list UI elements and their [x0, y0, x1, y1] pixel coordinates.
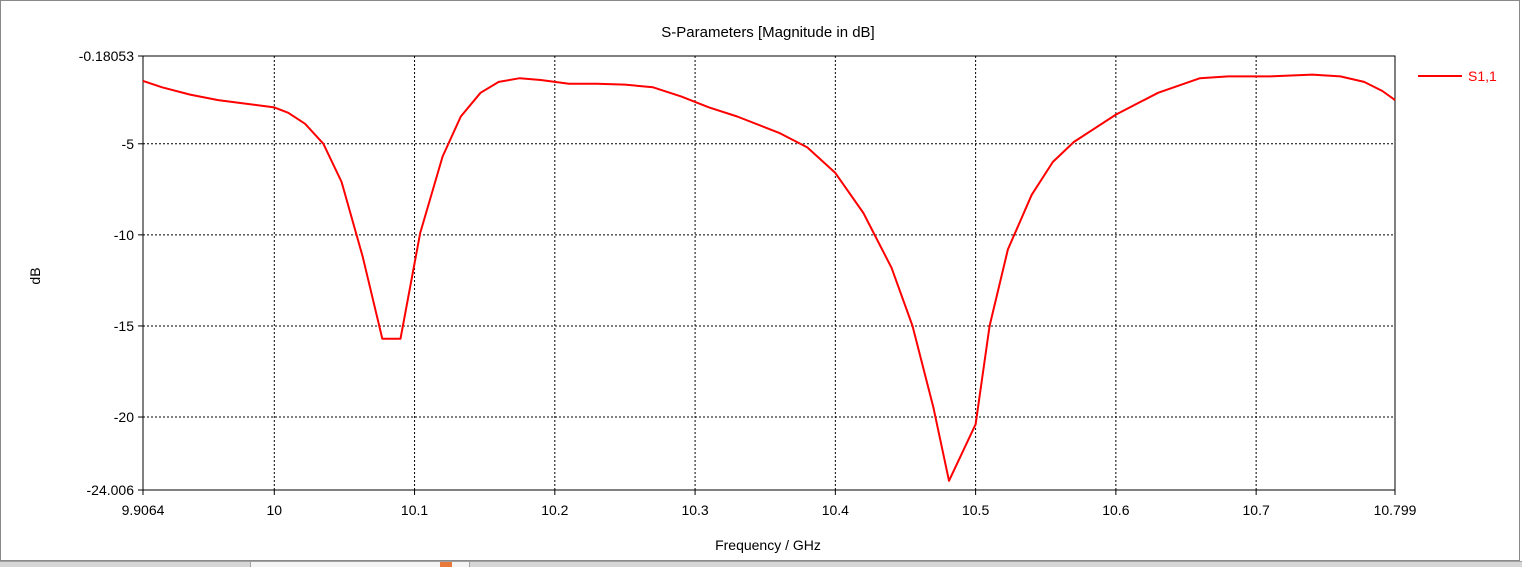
x-tick-label: 9.9064: [122, 502, 165, 518]
x-tick-label: 10: [266, 502, 282, 518]
legend: S1,1: [1418, 68, 1497, 84]
legend-label: S1,1: [1468, 68, 1497, 84]
x-tick-label: 10.3: [681, 502, 708, 518]
y-tick-label: -5: [122, 136, 135, 152]
series-lines: [142, 73, 1396, 482]
y-axis-label: dB: [27, 267, 43, 284]
axes: [138, 55, 1396, 495]
tab-icon: [440, 562, 452, 567]
x-tick-label: 10.2: [541, 502, 568, 518]
tick-labels: 9.9064 10 10.1 10.2 10.3 10.4 10.5 10.6 10.7 10.7…: [79, 48, 1417, 518]
x-tick-label: 10.4: [822, 502, 849, 518]
chart-title: S-Parameters [Magnitude in dB]: [661, 24, 874, 41]
y-tick-label: -15: [114, 318, 134, 334]
x-tick-label: 10.5: [962, 502, 989, 518]
bottom-tab-strip: [0, 561, 1522, 567]
x-axis-label: Frequency / GHz: [715, 537, 821, 553]
series-line-s11: [142, 73, 1396, 482]
y-tick-label: -24.006: [87, 482, 135, 498]
x-tick-label: 10.799: [1374, 502, 1417, 518]
grid-lines: [143, 56, 1395, 490]
window-tab[interactable]: [250, 562, 470, 567]
y-tick-label: -20: [114, 409, 134, 425]
y-tick-label: -0.18053: [79, 48, 134, 64]
y-tick-label: -10: [114, 227, 134, 243]
x-tick-label: 10.6: [1102, 502, 1129, 518]
plot-area-border: [142, 55, 1396, 491]
x-tick-label: 10.7: [1243, 502, 1270, 518]
x-tick-label: 10.1: [401, 502, 428, 518]
